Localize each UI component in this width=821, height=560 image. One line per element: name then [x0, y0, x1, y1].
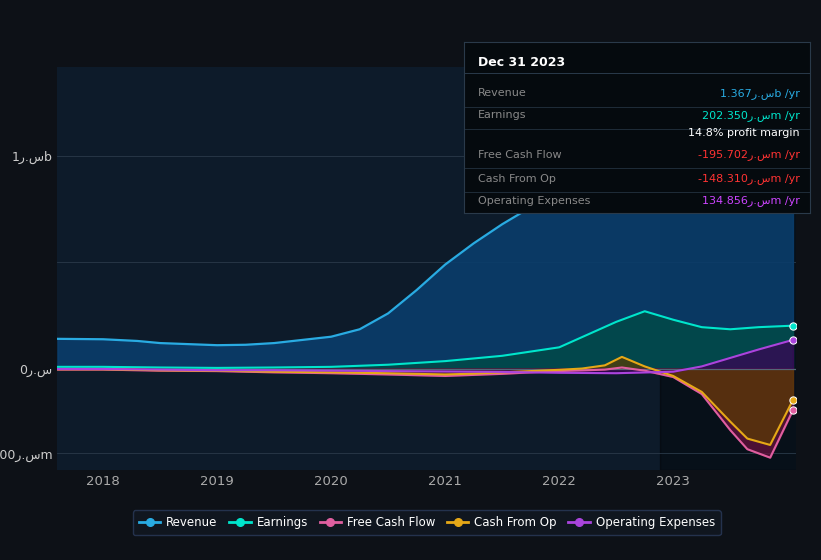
Text: Operating Expenses: Operating Expenses [478, 196, 590, 206]
Text: Revenue: Revenue [478, 88, 526, 98]
Text: Cash From Op: Cash From Op [478, 174, 556, 184]
Legend: Revenue, Earnings, Free Cash Flow, Cash From Op, Operating Expenses: Revenue, Earnings, Free Cash Flow, Cash … [133, 510, 721, 535]
Text: 134.856ر.سm /yr: 134.856ر.سm /yr [702, 195, 800, 206]
Text: 202.350ر.سm /yr: 202.350ر.سm /yr [702, 110, 800, 121]
Text: -148.310ر.سm /yr: -148.310ر.سm /yr [698, 173, 800, 184]
Text: Free Cash Flow: Free Cash Flow [478, 150, 562, 160]
Text: 14.8% profit margin: 14.8% profit margin [688, 128, 800, 138]
Text: Dec 31 2023: Dec 31 2023 [478, 55, 565, 69]
Bar [659, 67, 799, 470]
Text: -195.702ر.سm /yr: -195.702ر.سm /yr [698, 149, 800, 160]
Text: Earnings: Earnings [478, 110, 526, 120]
Text: 1.367ر.سb /yr: 1.367ر.سb /yr [720, 88, 800, 99]
